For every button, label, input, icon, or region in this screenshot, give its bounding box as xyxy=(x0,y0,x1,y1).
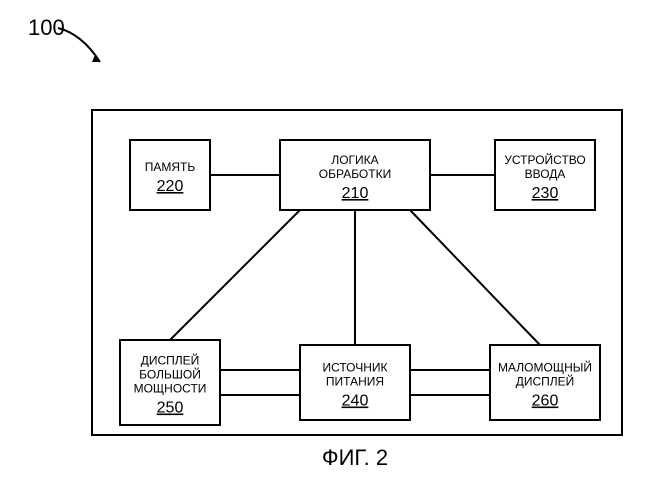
node-number-n230: 230 xyxy=(532,185,559,202)
edge-2 xyxy=(170,210,300,340)
node-label-n240-line0: ИСТОЧНИК xyxy=(322,361,387,375)
node-n260: МАЛОМОЩНЫЙДИСПЛЕЙ 260 xyxy=(490,345,600,420)
node-number-n250: 250 xyxy=(157,400,184,417)
node-n220: ПАМЯТЬ 220 xyxy=(130,140,210,210)
node-label-n210-line0: ЛОГИКА xyxy=(331,153,378,167)
node-label-n240-line1: ПИТАНИЯ xyxy=(326,375,384,389)
node-n250: ДИСПЛЕЙБОЛЬШОЙМОЩНОСТИ 250 xyxy=(120,340,220,425)
node-n210: ЛОГИКАОБРАБОТКИ 210 xyxy=(280,140,430,210)
node-label-n260-line0: МАЛОМОЩНЫЙ xyxy=(498,360,592,375)
node-label-n230-line0: УСТРОЙСТВО xyxy=(504,152,585,167)
node-label-n210-line1: ОБРАБОТКИ xyxy=(319,167,391,181)
node-n230: УСТРОЙСТВОВВОДА 230 xyxy=(495,140,595,210)
node-box-n220 xyxy=(130,140,210,210)
node-label-n250-line0: ДИСПЛЕЙ xyxy=(141,353,200,368)
node-n240: ИСТОЧНИКПИТАНИЯ 240 xyxy=(300,345,410,420)
node-number-n220: 220 xyxy=(157,178,184,195)
node-label-n220-line0: ПАМЯТЬ xyxy=(145,160,196,174)
edge-4 xyxy=(410,210,540,345)
block-diagram: ПАМЯТЬ 220 ЛОГИКАОБРАБОТКИ 210 УСТРОЙСТВОВВО… xyxy=(0,0,663,500)
node-label-n250-line2: МОЩНОСТИ xyxy=(134,382,207,396)
node-number-n240: 240 xyxy=(342,393,369,410)
node-label-n230-line1: ВВОДА xyxy=(525,167,566,181)
node-label-n260-line1: ДИСПЛЕЙ xyxy=(516,374,575,389)
node-label-n250-line1: БОЛЬШОЙ xyxy=(139,367,201,382)
figure-caption: ФИГ. 2 xyxy=(322,445,388,470)
node-number-n210: 210 xyxy=(342,185,369,202)
node-number-n260: 260 xyxy=(532,393,559,410)
